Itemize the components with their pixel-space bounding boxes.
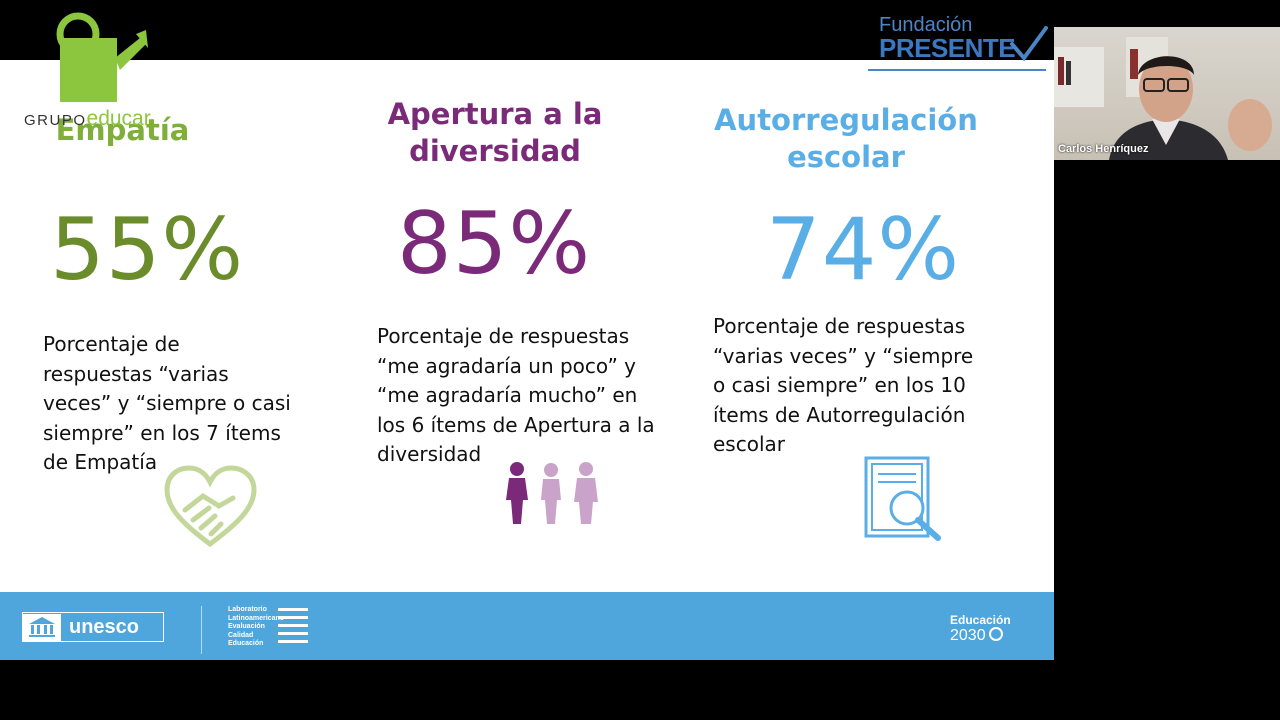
grupo-educar-logo — [22, 12, 192, 132]
description-line: de Empatía — [43, 450, 158, 474]
people-icon — [500, 460, 605, 526]
education-2030-logo: Educación 2030 — [950, 614, 1011, 644]
description-autorregulacion: Porcentaje de respuestas “varias veces” … — [713, 312, 1003, 460]
description-line: ítems de Autorregulación — [713, 402, 966, 427]
column-title-apertura: Apertura a la diversidad — [375, 96, 615, 170]
llece-line: Educación — [228, 640, 264, 647]
checkmark-icon — [1010, 26, 1048, 62]
llece-logo: Laboratorio Latinoamericano Evaluación C… — [228, 606, 284, 649]
description-line: o casi siempre” en los 10 — [713, 373, 966, 397]
description-line: siempre” en los 7 ítems — [43, 420, 281, 445]
description-apertura: Porcentaje de respuestas “me agradaría u… — [377, 322, 677, 470]
education-label: Educación — [950, 613, 1011, 627]
description-empatia: Porcentaje de respuestas “varias veces” … — [43, 330, 303, 478]
description-line: “me agradaría un poco” y — [377, 353, 636, 378]
description-line: diversidad — [377, 442, 482, 466]
title-line: Autorregulación — [714, 103, 978, 137]
llece-line: Laboratorio — [228, 606, 267, 613]
slide-footer: unesco Laboratorio Latinoamericano Evalu… — [0, 592, 1054, 660]
column-title-autorregulacion: Autorregulación escolar — [706, 102, 986, 176]
column-title-empatia: Empatía — [55, 113, 190, 147]
title-line: escolar — [787, 140, 905, 174]
description-line: respuestas “varias — [43, 361, 229, 386]
description-line: escolar — [713, 432, 785, 456]
heart-handshake-icon — [163, 464, 258, 549]
llece-line: Calidad — [228, 631, 254, 639]
description-line: veces” y “siempre o casi — [43, 391, 291, 415]
title-line: diversidad — [409, 134, 581, 168]
presente-text: PRESENTE — [879, 33, 1016, 63]
percentage-apertura: 85% — [397, 194, 592, 294]
logo-underline — [868, 69, 1046, 71]
percentage-empatia: 55% — [50, 200, 245, 300]
year-label: 2030 — [950, 627, 986, 644]
footer-divider — [201, 606, 202, 654]
target-icon — [988, 627, 1003, 641]
percentage-autorregulacion: 74% — [766, 200, 961, 300]
participant-video-tile[interactable]: Carlos Henríquez — [1054, 27, 1280, 160]
description-line: los 6 ítems de Apertura a la — [377, 412, 655, 437]
description-line: “me agradaría mucho” en — [377, 383, 638, 407]
fundacion-text: Fundación — [879, 14, 973, 36]
llece-bars-icon — [274, 608, 308, 652]
presentation-slide: Empatía 55% Porcentaje de respuestas “va… — [0, 60, 1054, 660]
unesco-text: unesco — [69, 615, 140, 638]
participant-video — [1054, 37, 1272, 160]
llece-line: Evaluación — [228, 623, 265, 630]
participant-name: Carlos Henríquez — [1058, 143, 1149, 155]
llece-line: Latinoamericano — [228, 614, 285, 622]
unesco-logo: unesco — [22, 612, 164, 642]
title-line: Apertura a la — [387, 97, 603, 131]
description-line: Porcentaje de — [43, 332, 180, 356]
description-line: “varias veces” y “siempre — [713, 343, 974, 368]
educar-text: educar — [86, 107, 151, 130]
book-search-icon — [862, 454, 947, 544]
description-line: Porcentaje de respuestas — [713, 314, 966, 338]
grupo-text: GRUPO — [24, 112, 87, 129]
fundacion-presente-logo: Fundación PRESENTE — [866, 14, 1052, 74]
grupo-educar-wordmark: GRUPOeducar — [24, 107, 151, 131]
temple-icon — [23, 613, 61, 641]
description-line: Porcentaje de respuestas — [377, 324, 630, 348]
